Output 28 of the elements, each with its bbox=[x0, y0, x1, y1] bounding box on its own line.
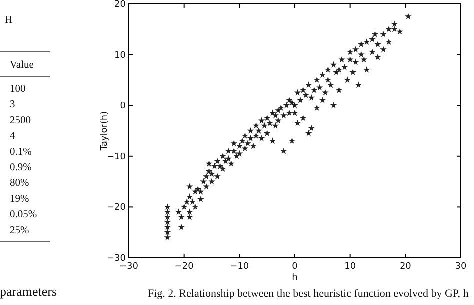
text: 100 bbox=[10, 84, 26, 95]
text: 19% bbox=[10, 194, 30, 205]
text: 0.1% bbox=[10, 146, 32, 158]
x-tick-label: 20 bbox=[400, 262, 412, 272]
y-axis-title: Taylor(h) bbox=[100, 111, 110, 152]
text: 3 bbox=[10, 100, 16, 111]
text: 4 bbox=[10, 131, 16, 142]
y-tick-label: 0 bbox=[120, 102, 126, 112]
y-tick-label: −30 bbox=[107, 254, 126, 264]
caption: Fig. 2. Relationship between the best heuristic function evolved by GP, h bbox=[148, 288, 470, 300]
y-tick-label: 10 bbox=[114, 50, 126, 61]
x-tick-label: −20 bbox=[174, 262, 194, 272]
text: 0.9% bbox=[10, 162, 32, 174]
text: 2500 bbox=[10, 115, 31, 126]
x-tick-label: 10 bbox=[344, 262, 356, 272]
text: 25% bbox=[10, 225, 30, 236]
text: 0.05% bbox=[10, 210, 38, 221]
x-axis-title: h bbox=[292, 273, 298, 283]
x-tick-label: −10 bbox=[230, 262, 250, 272]
x-tick-label: 0 bbox=[292, 262, 298, 272]
text: parameters bbox=[0, 284, 58, 299]
x-tick-label: 30 bbox=[455, 262, 467, 272]
y-tick-label: −10 bbox=[107, 152, 126, 162]
y-tick-label: −20 bbox=[107, 203, 126, 214]
text: H bbox=[5, 15, 13, 26]
y-tick-label: 20 bbox=[114, 0, 126, 10]
text: Value bbox=[10, 60, 34, 71]
text: 80% bbox=[10, 178, 30, 190]
